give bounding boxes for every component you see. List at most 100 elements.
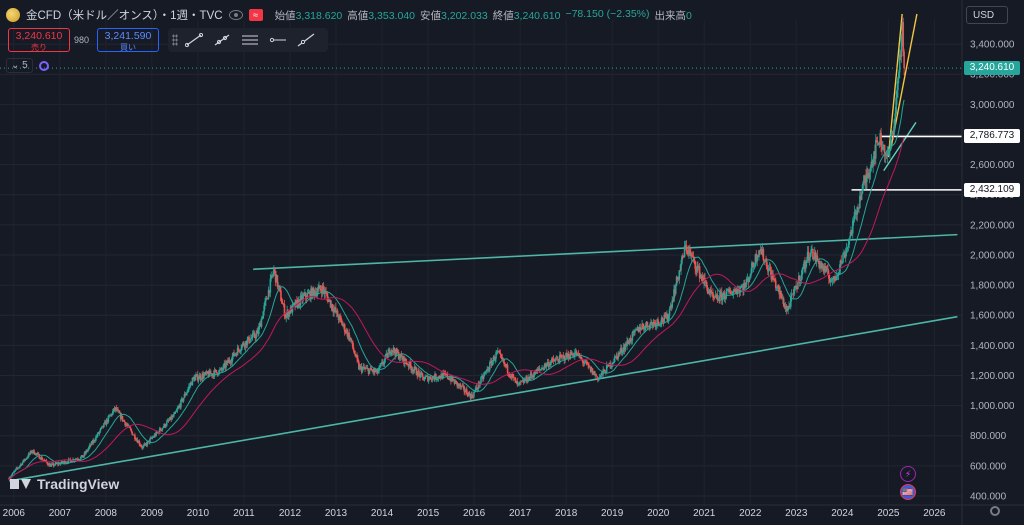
candle-body: [837, 272, 840, 275]
eye-icon[interactable]: [228, 10, 243, 20]
candle-body: [517, 383, 519, 385]
candle-body: [708, 291, 711, 294]
candle-body: [497, 351, 500, 353]
candle-body: [504, 363, 507, 367]
candle-body: [366, 367, 369, 369]
x-tick-label: 2019: [601, 508, 624, 519]
candle-body: [416, 374, 419, 377]
candle-body: [29, 451, 32, 454]
candle-body: [671, 300, 673, 308]
gear-icon[interactable]: [990, 506, 1000, 516]
candle-body: [862, 180, 865, 185]
candle-body: [244, 341, 247, 348]
trend-line-tool-icon[interactable]: [182, 30, 206, 50]
candle-body: [370, 367, 373, 371]
candle-body: [882, 144, 885, 147]
candle-body: [872, 159, 874, 167]
candle-body: [162, 427, 165, 429]
candle-body: [660, 318, 663, 324]
wave-icon[interactable]: ≈: [248, 9, 263, 21]
candle-body: [177, 406, 180, 409]
candle-body: [589, 366, 591, 368]
currency-select[interactable]: USD: [966, 6, 1008, 24]
candle-body: [749, 275, 751, 278]
candle-body: [498, 352, 501, 354]
candle-body: [645, 321, 648, 326]
buy-button[interactable]: 3,241.590 買い: [97, 28, 159, 52]
candle-body: [571, 354, 573, 356]
candle-body: [373, 369, 376, 373]
candle-body: [53, 465, 56, 466]
candle-body: [213, 369, 216, 377]
sell-label: 売り: [31, 43, 47, 52]
candle-body: [680, 263, 682, 271]
candle-body: [341, 320, 343, 326]
candle-body: [137, 441, 140, 443]
candle-body: [751, 262, 754, 267]
candle-body: [129, 427, 132, 430]
candle-body: [26, 457, 29, 458]
us-flag-event-icon[interactable]: 🇺🇸: [900, 484, 916, 500]
tradingview-watermark[interactable]: TradingView: [10, 476, 119, 492]
y-tick-label: 1,400.000: [970, 341, 1015, 352]
lightning-event-icon[interactable]: ⚡: [900, 466, 916, 482]
candle-body: [707, 291, 710, 294]
line-price-badge-1[interactable]: 2,786.773: [964, 129, 1020, 144]
horizontal-ray-tool-icon[interactable]: [266, 30, 290, 50]
candle-body: [509, 376, 512, 377]
candle-body: [518, 382, 520, 384]
ohlc-item: 終値3,240.610: [493, 8, 561, 23]
line-price-badge-2[interactable]: 2,432.109: [964, 182, 1020, 197]
candle-body: [811, 248, 813, 250]
candle-body: [822, 266, 825, 272]
drag-handle-icon[interactable]: [172, 34, 178, 46]
candle-body: [738, 288, 741, 293]
candle-body: [342, 325, 344, 327]
candle-body: [903, 51, 905, 69]
candle-body: [863, 180, 866, 184]
candle-body: [19, 465, 21, 468]
candle-body: [796, 287, 798, 290]
candle-body: [879, 132, 882, 145]
extended-line-tool-icon[interactable]: [294, 30, 318, 50]
candle-body: [363, 366, 365, 369]
indicator-icon[interactable]: [38, 60, 49, 71]
candle-body: [408, 361, 411, 367]
candle-body: [575, 351, 578, 356]
candle-body: [821, 266, 824, 269]
candle-body: [697, 266, 699, 268]
ray-tool-icon[interactable]: [210, 30, 234, 50]
candle-body: [174, 411, 177, 413]
candle-body: [211, 373, 214, 376]
candle-body: [495, 352, 497, 359]
candle-body: [285, 314, 288, 318]
parallel-channel-tool-icon[interactable]: [238, 30, 262, 50]
candle-body: [633, 331, 635, 333]
candle-body: [42, 459, 45, 461]
candle-body: [338, 315, 341, 320]
sell-button[interactable]: 3,240.610 売り: [8, 28, 70, 52]
candle-body: [34, 453, 37, 455]
candle-body: [319, 285, 321, 290]
candle-body: [431, 376, 434, 381]
candle-body: [561, 355, 564, 357]
candle-body: [186, 391, 188, 394]
candle-body: [77, 459, 80, 461]
symbol-title[interactable]: 金CFD（米ドル／オンス）・1週・TVC: [26, 10, 223, 22]
candle-body: [555, 358, 558, 360]
candle-body: [689, 250, 691, 252]
candle-body: [398, 358, 401, 360]
candle-body: [234, 354, 236, 356]
indicators-toggle[interactable]: ⌄ 5: [6, 58, 33, 73]
candle-body: [200, 379, 203, 381]
candle-body: [228, 359, 231, 362]
candle-body: [172, 416, 174, 418]
spread-value: 980: [74, 35, 90, 45]
candle-body: [603, 369, 605, 371]
ohlc-value: −78.150 (−2.35%): [565, 7, 650, 20]
candle-body: [858, 208, 860, 209]
candle-body: [407, 364, 410, 367]
candle-body: [389, 349, 391, 355]
candle-body: [328, 299, 331, 301]
